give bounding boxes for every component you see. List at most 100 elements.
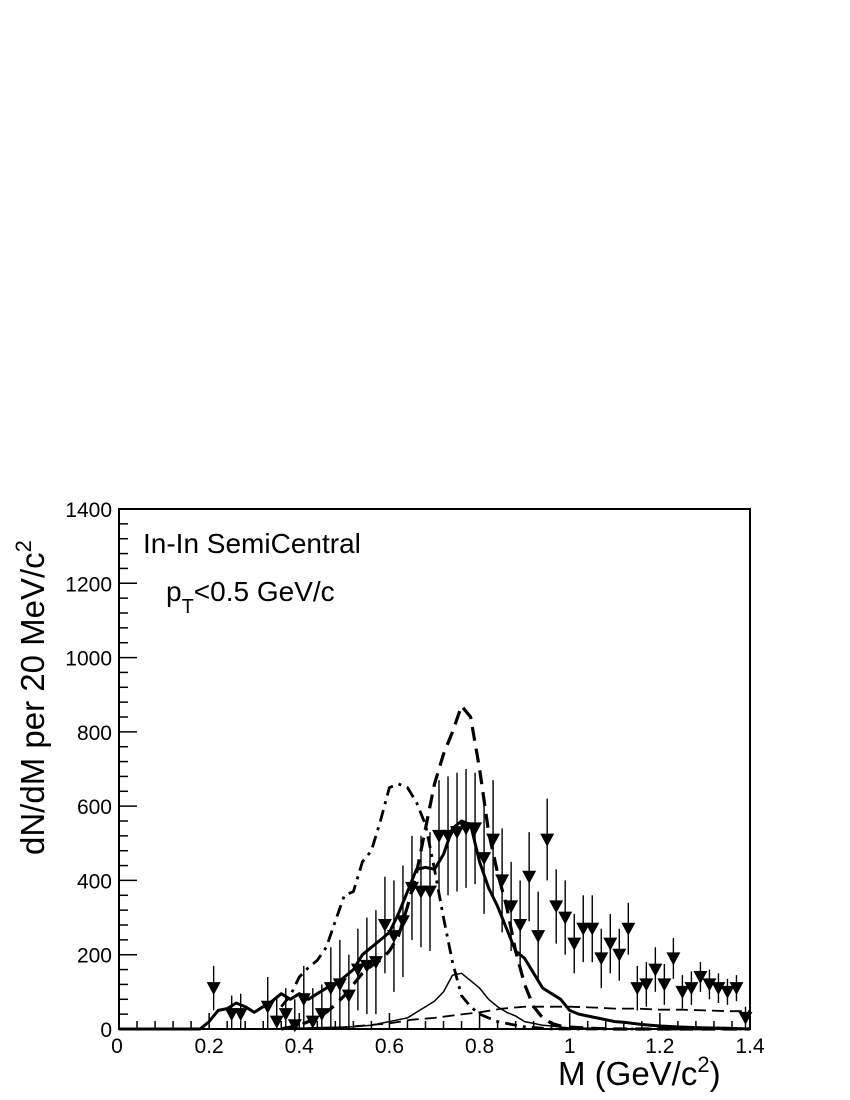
data-point bbox=[404, 835, 419, 940]
data-point bbox=[585, 895, 600, 963]
x-tick-label: 0.6 bbox=[375, 1035, 404, 1058]
data-point bbox=[269, 995, 284, 1029]
data-point bbox=[441, 776, 456, 896]
down-triangle-marker bbox=[738, 1011, 753, 1025]
down-triangle-marker bbox=[260, 1000, 275, 1014]
data-point bbox=[657, 964, 672, 1005]
down-triangle-marker bbox=[477, 852, 492, 866]
data-point bbox=[296, 965, 311, 1029]
down-triangle-marker bbox=[666, 952, 681, 966]
data-point bbox=[711, 973, 726, 1003]
data-point bbox=[504, 861, 519, 951]
data-point bbox=[450, 772, 465, 892]
curve-thin-solid bbox=[254, 972, 750, 1030]
down-triangle-marker bbox=[332, 978, 347, 992]
data-point bbox=[206, 965, 221, 1011]
data-point bbox=[603, 913, 618, 974]
x-tick-label: 1 bbox=[564, 1035, 576, 1058]
down-triangle-marker bbox=[675, 985, 690, 999]
data-point bbox=[738, 1006, 753, 1029]
data-point bbox=[576, 895, 591, 963]
down-triangle-marker bbox=[287, 1019, 302, 1033]
data-point bbox=[702, 969, 717, 1000]
data-point bbox=[729, 975, 744, 1002]
x-tick-label: 1.2 bbox=[645, 1035, 674, 1058]
data-point bbox=[639, 962, 654, 1007]
down-triangle-marker bbox=[296, 993, 311, 1007]
down-triangle-marker bbox=[603, 937, 618, 951]
y-tick-label: 400 bbox=[77, 870, 112, 893]
data-point bbox=[684, 971, 699, 1005]
down-triangle-marker bbox=[459, 822, 474, 836]
x-tick-label: 0.4 bbox=[285, 1035, 315, 1058]
down-triangle-marker bbox=[531, 930, 546, 944]
curve-thin-dashed bbox=[299, 1005, 750, 1030]
down-triangle-marker bbox=[278, 1008, 293, 1022]
down-triangle-marker bbox=[594, 952, 609, 966]
axis-tick-labels: 0 0.2 0.4 0.6 0.8 1 1.2 1.4 0 200 400 600 800 1000 120… bbox=[65, 499, 765, 1058]
down-triangle-marker bbox=[522, 870, 537, 884]
down-triangle-marker bbox=[206, 982, 221, 996]
data-points bbox=[206, 769, 753, 1033]
data-point bbox=[314, 984, 329, 1029]
down-triangle-marker bbox=[395, 915, 410, 929]
annotation-pt-subscript: T bbox=[182, 596, 194, 618]
down-triangle-marker bbox=[224, 1008, 239, 1022]
data-point bbox=[432, 780, 447, 892]
data-point bbox=[594, 928, 609, 989]
down-triangle-marker bbox=[323, 982, 338, 996]
annotation-pt-value: <0.5 GeV/c bbox=[194, 576, 335, 607]
down-triangle-marker bbox=[305, 1015, 320, 1029]
down-triangle-marker bbox=[314, 1008, 329, 1022]
down-triangle-marker bbox=[648, 963, 663, 977]
x-tick-label: 0 bbox=[111, 1035, 123, 1058]
down-triangle-marker bbox=[359, 959, 374, 973]
down-triangle-marker bbox=[513, 919, 528, 932]
data-point bbox=[495, 828, 510, 933]
data-point bbox=[630, 965, 645, 1011]
data-point bbox=[332, 939, 347, 1029]
down-triangle-marker bbox=[341, 989, 356, 1003]
down-triangle-marker bbox=[468, 822, 483, 836]
data-point bbox=[531, 891, 546, 981]
down-triangle-marker bbox=[540, 833, 555, 847]
data-point bbox=[549, 869, 564, 944]
down-triangle-marker bbox=[413, 885, 428, 899]
data-point bbox=[350, 928, 365, 1011]
y-tick-label: 800 bbox=[77, 722, 112, 745]
down-triangle-marker bbox=[368, 956, 383, 970]
x-axis-title-close: ) bbox=[710, 1055, 721, 1092]
annotation-pt-cut: pT<0.5 GeV/c bbox=[166, 576, 335, 618]
x-tick-label: 0.8 bbox=[465, 1035, 494, 1058]
annotation-system: In-In SemiCentral bbox=[143, 528, 361, 559]
data-point bbox=[558, 880, 573, 955]
data-point bbox=[693, 962, 708, 992]
down-triangle-marker bbox=[693, 971, 708, 984]
down-triangle-marker bbox=[729, 982, 744, 996]
data-point bbox=[477, 802, 492, 914]
data-point bbox=[666, 938, 681, 979]
data-point bbox=[621, 902, 636, 955]
down-triangle-marker bbox=[495, 874, 510, 888]
data-point bbox=[422, 832, 437, 951]
down-triangle-marker bbox=[377, 919, 392, 932]
data-point bbox=[522, 832, 537, 922]
data-point bbox=[468, 772, 483, 885]
model-curves bbox=[119, 704, 751, 1031]
down-triangle-marker bbox=[549, 900, 564, 914]
down-triangle-marker bbox=[450, 826, 465, 840]
plot-frame bbox=[118, 508, 751, 1030]
data-point bbox=[359, 917, 374, 1015]
curve-dash-dot bbox=[280, 782, 750, 1031]
down-triangle-marker bbox=[269, 1015, 284, 1029]
down-triangle-marker bbox=[576, 922, 591, 936]
down-triangle-marker bbox=[585, 922, 600, 936]
data-point bbox=[305, 988, 320, 1029]
down-triangle-marker bbox=[558, 911, 573, 925]
down-triangle-marker bbox=[486, 833, 501, 847]
data-point bbox=[377, 876, 392, 974]
data-point bbox=[413, 835, 428, 948]
down-triangle-marker bbox=[441, 829, 456, 843]
x-tick-label: 0.2 bbox=[195, 1035, 224, 1058]
